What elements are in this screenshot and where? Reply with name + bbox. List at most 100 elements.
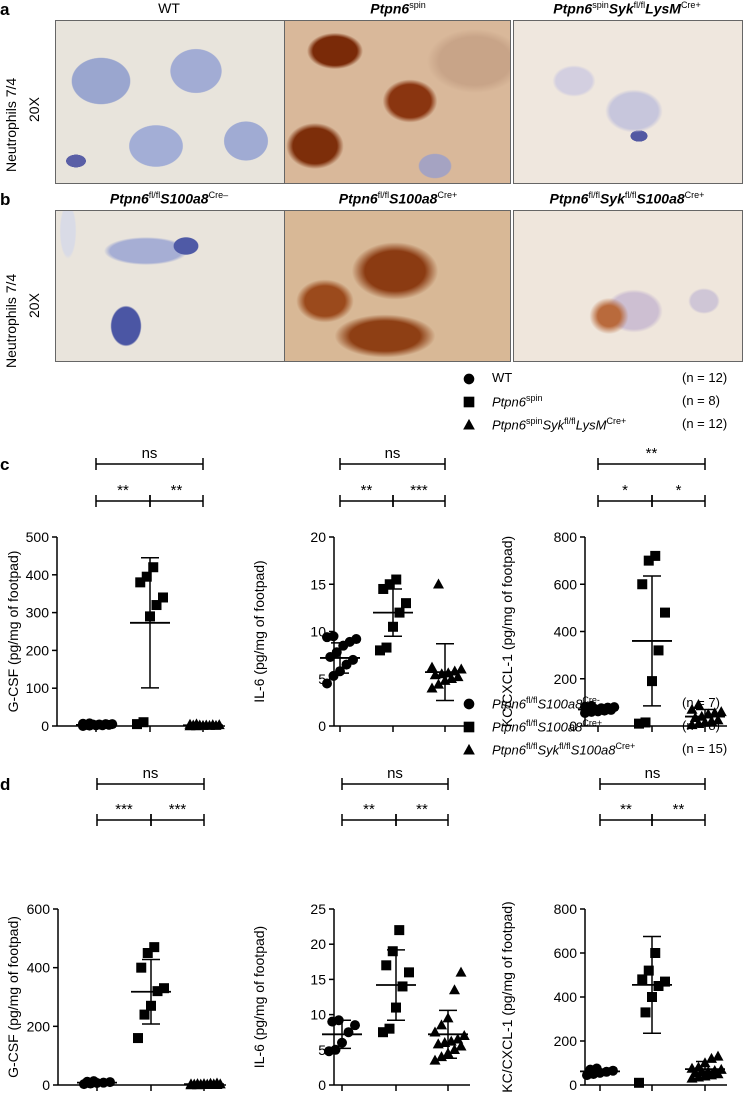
square-data-point xyxy=(640,717,651,728)
panel-a-letter: a xyxy=(0,0,10,19)
y-tick-label: 200 xyxy=(27,1018,51,1034)
significance-label: ** xyxy=(620,801,632,818)
y-tick-label: 5 xyxy=(318,1042,326,1058)
square-data-point xyxy=(141,571,152,582)
triangle-data-point xyxy=(715,706,727,717)
square-data-point xyxy=(391,574,402,585)
image-cre-pos-b xyxy=(284,210,511,362)
legend-entry: Ptpn6fl/flS100a8Cre- (n = 7) xyxy=(462,695,743,715)
y-tick-label: 600 xyxy=(554,945,578,961)
square-data-point xyxy=(375,645,385,656)
square-data-point xyxy=(381,642,392,653)
triangle-data-point xyxy=(455,1040,467,1051)
significance-label: ** xyxy=(171,482,183,499)
legend-label: Ptpn6spin xyxy=(492,393,543,410)
square-data-point xyxy=(650,948,661,958)
significance-label: ** xyxy=(361,482,373,499)
square-data-point xyxy=(637,974,648,985)
panel-b-title-cre-neg: Ptpn6fl/flS100a8Cre– xyxy=(109,190,229,207)
significance-label: *** xyxy=(115,801,133,818)
image-wt-a xyxy=(55,20,285,184)
circle-data-point xyxy=(348,654,358,665)
triangle-data-point xyxy=(449,1044,460,1055)
significance-label: ** xyxy=(363,801,375,818)
significance-label: * xyxy=(676,482,682,499)
y-tick-label: 800 xyxy=(554,529,578,545)
y-tick-label: 0 xyxy=(42,1077,50,1093)
legend-label: Ptpn6fl/flSykfl/flS100a8Cre+ xyxy=(492,741,636,758)
square-data-point xyxy=(653,645,664,656)
y-tick-label: 5 xyxy=(318,671,326,687)
triangle-data-point xyxy=(433,678,444,689)
y-tick-label: 0 xyxy=(569,1077,577,1093)
square-data-point xyxy=(139,1009,150,1020)
panel-b-title-syk: Ptpn6fl/flSykfl/flS100a8Cre+ xyxy=(549,190,705,207)
significance-label: * xyxy=(622,482,628,499)
square-marker-icon xyxy=(463,396,475,408)
square-data-point xyxy=(149,942,160,953)
square-data-point xyxy=(397,981,408,992)
square-data-point xyxy=(133,1033,143,1044)
square-data-point xyxy=(640,1007,651,1018)
panel-d-letter: d xyxy=(0,775,11,794)
panel-a-title-spin-syk: Ptpn6spinSykfl/flLysMCre+ xyxy=(553,0,701,17)
square-data-point xyxy=(404,967,414,978)
legend-label: WT xyxy=(492,370,513,385)
y-tick-label: 0 xyxy=(318,718,326,734)
significance-label: *** xyxy=(410,482,428,499)
y-axis-label: G-CSF (pg/mg of footpad) xyxy=(5,916,21,1078)
y-tick-label: 10 xyxy=(310,624,326,640)
y-tick-label: 600 xyxy=(27,901,51,917)
significance-label: ns xyxy=(385,445,401,462)
square-data-point xyxy=(136,962,147,973)
legend-label: Ptpn6spinSykfl/flLysMCre+ xyxy=(492,416,627,433)
y-tick-label: 0 xyxy=(569,718,577,734)
legend-n: (n = 8) xyxy=(682,393,720,408)
legend-n: (n = 15) xyxy=(682,741,728,756)
triangle-data-point xyxy=(712,714,724,725)
y-tick-label: 200 xyxy=(26,642,50,658)
panel-a-title-spin: Ptpn6spin xyxy=(370,0,426,17)
y-axis-label: KC/CXCL-1 (pg/mg of footpad) xyxy=(499,901,515,1092)
y-axis-label: G-CSF (pg/mg of footpad) xyxy=(5,551,21,713)
y-tick-label: 200 xyxy=(554,671,578,687)
circle-data-point xyxy=(351,634,362,645)
circle-data-point xyxy=(322,678,332,689)
square-marker-icon xyxy=(463,721,475,733)
square-data-point xyxy=(637,579,648,590)
significance-label: *** xyxy=(169,801,187,818)
significance-label: ns xyxy=(645,765,661,782)
chart-c-gcsf: 0 100 200 300 400 500 G-CSF (pg/mg of footpad)… xyxy=(5,445,225,734)
legend-entry: Ptpn6spinSykfl/flLysMCre+ (n = 12) xyxy=(462,416,743,436)
panel-a-title-wt: WT xyxy=(158,0,180,16)
significance-label: ** xyxy=(416,801,428,818)
chart-d-kc: 0 200 400 600 800 KC/CXCL-1 (pg/mg of footpad… xyxy=(499,765,727,1093)
significance-label: ** xyxy=(646,445,658,462)
triangle-data-point xyxy=(213,719,225,730)
square-data-point xyxy=(634,1077,644,1088)
legend-n: (n = 12) xyxy=(682,370,728,385)
circle-marker-icon xyxy=(463,373,475,385)
y-tick-label: 400 xyxy=(554,989,578,1005)
circle-marker-icon xyxy=(463,698,475,710)
y-tick-label: 300 xyxy=(26,605,50,621)
y-tick-label: 25 xyxy=(310,901,326,917)
panel-b-magnification: 20X xyxy=(26,293,42,318)
panel-a-row-label: Neutrophils 7/4 xyxy=(3,77,19,172)
significance-label: ns xyxy=(387,765,403,782)
significance-label: ns xyxy=(143,765,159,782)
y-tick-label: 0 xyxy=(318,1077,326,1093)
square-data-point xyxy=(135,577,146,588)
y-tick-label: 400 xyxy=(554,624,578,640)
y-tick-label: 600 xyxy=(554,576,578,592)
legend-label: Ptpn6fl/flS100a8Cre- xyxy=(492,695,600,712)
y-tick-label: 200 xyxy=(554,1033,578,1049)
square-data-point xyxy=(159,983,169,994)
image-syk-b xyxy=(513,210,743,362)
legend-entry: Ptpn6fl/flSykfl/flS100a8Cre+ (n = 15) xyxy=(462,741,743,761)
triangle-data-point xyxy=(452,1033,464,1044)
square-data-point xyxy=(394,925,405,936)
triangle-data-point xyxy=(455,966,467,977)
square-data-point xyxy=(634,718,644,729)
